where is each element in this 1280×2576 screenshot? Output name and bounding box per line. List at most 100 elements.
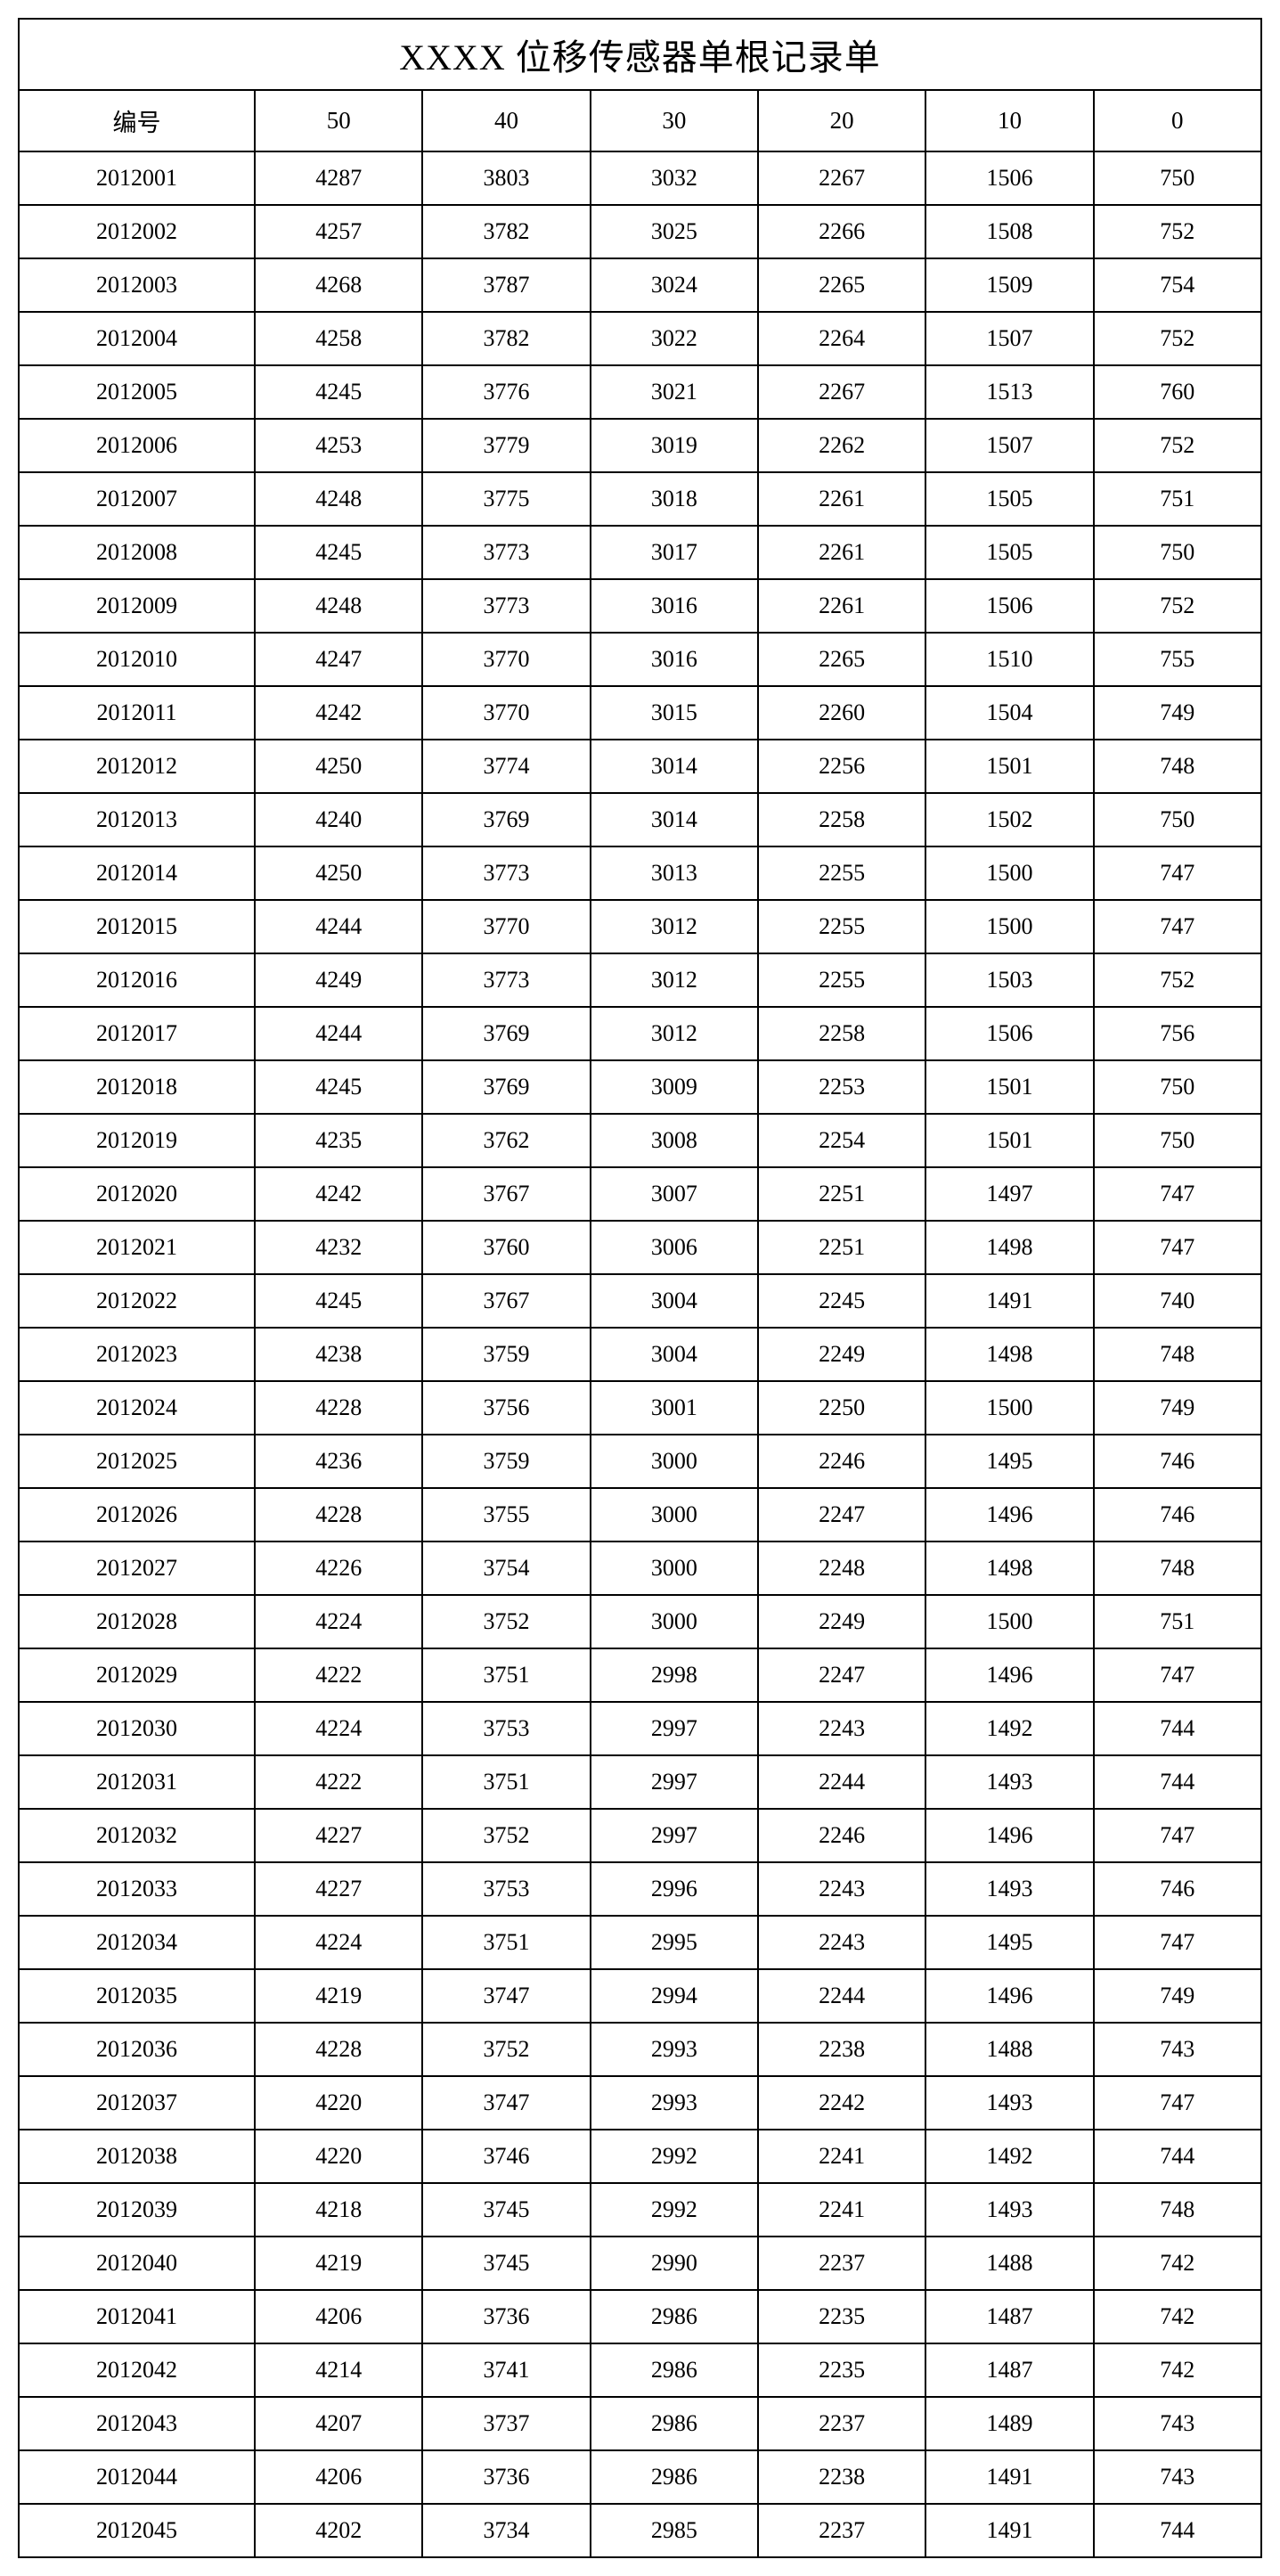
table-row: 201200242573782302522661508752	[19, 205, 1261, 258]
cell-value: 3746	[422, 2130, 590, 2183]
cell-id: 2012035	[19, 1969, 255, 2023]
cell-value: 1513	[925, 365, 1093, 419]
cell-value: 4202	[255, 2504, 422, 2557]
cell-value: 2258	[758, 793, 925, 846]
cell-value: 2986	[591, 2290, 758, 2343]
cell-value: 755	[1094, 633, 1261, 686]
table-row: 201203542193747299422441496749	[19, 1969, 1261, 2023]
cell-value: 2995	[591, 1916, 758, 1969]
cell-value: 3024	[591, 258, 758, 312]
table-row: 201200442583782302222641507752	[19, 312, 1261, 365]
cell-value: 3001	[591, 1381, 758, 1435]
cell-value: 3006	[591, 1221, 758, 1274]
title-row: XXXX 位移传感器单根记录单	[19, 19, 1261, 90]
cell-id: 2012019	[19, 1114, 255, 1167]
table-row: 201201142423770301522601504749	[19, 686, 1261, 740]
cell-value: 3032	[591, 151, 758, 205]
table-row: 201201242503774301422561501748	[19, 740, 1261, 793]
cell-value: 3773	[422, 579, 590, 633]
cell-value: 3769	[422, 1007, 590, 1060]
cell-value: 2267	[758, 365, 925, 419]
cell-value: 2986	[591, 2397, 758, 2450]
table-row: 201202542363759300022461495746	[19, 1435, 1261, 1488]
cell-id: 2012029	[19, 1648, 255, 1702]
cell-value: 3752	[422, 2023, 590, 2076]
cell-value: 2265	[758, 258, 925, 312]
cell-id: 2012045	[19, 2504, 255, 2557]
cell-value: 3745	[422, 2183, 590, 2237]
cell-value: 1507	[925, 419, 1093, 472]
cell-value: 3751	[422, 1648, 590, 1702]
cell-value: 4249	[255, 953, 422, 1007]
cell-value: 2997	[591, 1809, 758, 1862]
cell-value: 3770	[422, 633, 590, 686]
cell-value: 2264	[758, 312, 925, 365]
col-header-30: 30	[591, 90, 758, 151]
cell-value: 746	[1094, 1488, 1261, 1542]
cell-value: 1508	[925, 205, 1093, 258]
table-row: 201204242143741298622351487742	[19, 2343, 1261, 2397]
cell-value: 3736	[422, 2290, 590, 2343]
cell-value: 2261	[758, 579, 925, 633]
table-row: 201203342273753299622431493746	[19, 1862, 1261, 1916]
cell-value: 752	[1094, 312, 1261, 365]
cell-value: 3018	[591, 472, 758, 526]
cell-value: 2245	[758, 1274, 925, 1328]
cell-value: 747	[1094, 846, 1261, 900]
table-row: 201203442243751299522431495747	[19, 1916, 1261, 1969]
cell-value: 2255	[758, 900, 925, 953]
cell-id: 2012013	[19, 793, 255, 846]
cell-value: 742	[1094, 2237, 1261, 2290]
cell-value: 3759	[422, 1328, 590, 1381]
table-row: 201203942183745299222411493748	[19, 2183, 1261, 2237]
cell-value: 3741	[422, 2343, 590, 2397]
cell-value: 3770	[422, 900, 590, 953]
cell-value: 3762	[422, 1114, 590, 1167]
cell-value: 743	[1094, 2450, 1261, 2504]
cell-value: 748	[1094, 2183, 1261, 2237]
cell-value: 2255	[758, 846, 925, 900]
cell-value: 4228	[255, 1488, 422, 1542]
cell-value: 3787	[422, 258, 590, 312]
cell-value: 3017	[591, 526, 758, 579]
table-row: 201203642283752299322381488743	[19, 2023, 1261, 2076]
cell-value: 3012	[591, 1007, 758, 1060]
cell-value: 4244	[255, 1007, 422, 1060]
table-row: 201201842453769300922531501750	[19, 1060, 1261, 1114]
cell-value: 4247	[255, 633, 422, 686]
cell-id: 2012014	[19, 846, 255, 900]
cell-id: 2012011	[19, 686, 255, 740]
cell-value: 748	[1094, 1542, 1261, 1595]
cell-value: 4235	[255, 1114, 422, 1167]
cell-value: 4258	[255, 312, 422, 365]
col-header-id: 编号	[19, 90, 255, 151]
cell-value: 749	[1094, 686, 1261, 740]
cell-value: 2986	[591, 2450, 758, 2504]
cell-value: 2249	[758, 1595, 925, 1648]
cell-value: 752	[1094, 419, 1261, 472]
cell-value: 751	[1094, 472, 1261, 526]
cell-id: 2012010	[19, 633, 255, 686]
cell-id: 2012033	[19, 1862, 255, 1916]
table-row: 201203842203746299222411492744	[19, 2130, 1261, 2183]
cell-value: 3022	[591, 312, 758, 365]
table-row: 201201042473770301622651510755	[19, 633, 1261, 686]
table-row: 201202942223751299822471496747	[19, 1648, 1261, 1702]
cell-id: 2012002	[19, 205, 255, 258]
cell-value: 3000	[591, 1488, 758, 1542]
cell-value: 1487	[925, 2290, 1093, 2343]
cell-id: 2012041	[19, 2290, 255, 2343]
cell-value: 749	[1094, 1381, 1261, 1435]
cell-value: 752	[1094, 953, 1261, 1007]
cell-value: 1491	[925, 2450, 1093, 2504]
cell-value: 3752	[422, 1809, 590, 1862]
cell-value: 748	[1094, 1328, 1261, 1381]
cell-value: 4224	[255, 1916, 422, 1969]
cell-value: 3773	[422, 953, 590, 1007]
cell-value: 4220	[255, 2130, 422, 2183]
cell-value: 3737	[422, 2397, 590, 2450]
cell-value: 1507	[925, 312, 1093, 365]
cell-id: 2012028	[19, 1595, 255, 1648]
cell-value: 1488	[925, 2023, 1093, 2076]
cell-id: 2012020	[19, 1167, 255, 1221]
